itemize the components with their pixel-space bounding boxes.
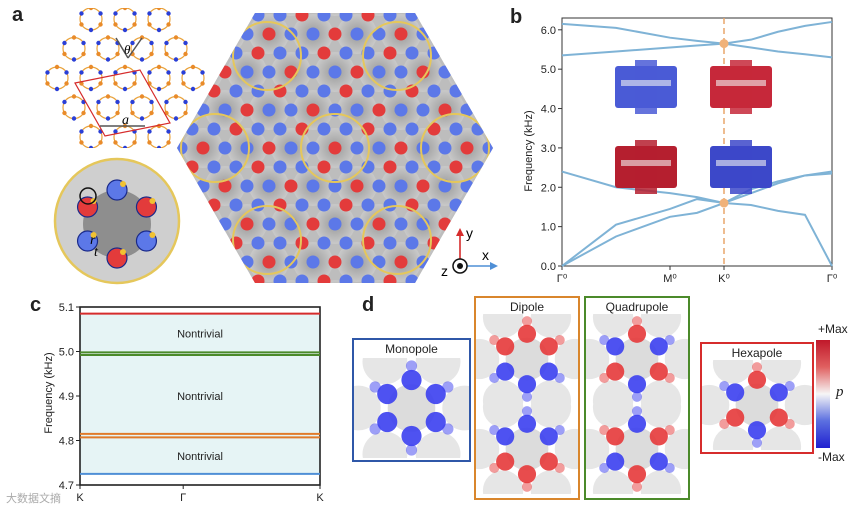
colorbar-min: -Max (818, 450, 845, 464)
quadrupole-field-bottom (586, 404, 688, 494)
b-xtick: K⁰ (718, 273, 730, 285)
b-ytick: 2.0 (541, 182, 556, 194)
panel-label-a: a (12, 4, 24, 26)
axis-z-label: z (441, 263, 448, 279)
a-label: a (122, 113, 129, 128)
panel-label-c: c (30, 294, 42, 316)
c-ytick: 4.7 (59, 480, 74, 492)
c-ylabel: Frequency (kHz) (43, 352, 55, 433)
hexapole-box: Hexapole (700, 342, 814, 454)
dirac-point (719, 198, 729, 208)
phononic-crystal-render (177, 13, 493, 283)
coordinate-axes: y x z (441, 226, 498, 279)
kagome-lattice-diagram: θ a (45, 8, 205, 148)
quadrupole-box: Quadrupole (584, 296, 690, 500)
unit-cell-outline (74, 69, 171, 137)
c-ytick: 5.0 (59, 347, 74, 359)
dipole-title: Dipole (509, 300, 545, 314)
hexapole-title: Hexapole (731, 346, 783, 360)
b-xtick: M⁰ (663, 273, 677, 285)
b-ytick: 0.0 (541, 261, 556, 273)
band-structure-chart-c: 4.7 4.8 4.9 5.0 5.1 K Γ K Nontrivial Nontrivial No… (43, 302, 324, 504)
band-line (561, 170, 833, 267)
c-ytick: 4.9 (59, 391, 74, 403)
b-ytick: 4.0 (541, 104, 556, 116)
b-ytick: 3.0 (541, 143, 556, 155)
panel-label-d: d (362, 294, 375, 316)
panel-label-b: b (510, 6, 523, 28)
b-ytick: 1.0 (541, 222, 556, 234)
hexapole-field (702, 360, 812, 450)
nontrivial-label: Nontrivial (177, 329, 223, 341)
nontrivial-label: Nontrivial (177, 451, 223, 463)
axis-x-label: x (482, 247, 489, 263)
band-line (561, 20, 833, 45)
c-xtick: Γ (180, 492, 186, 504)
t-label: t (94, 245, 99, 260)
zoom-circle: r t (53, 157, 181, 285)
colorbar-symbol: p (836, 384, 844, 400)
c-xtick: K (316, 492, 324, 504)
band-structure-chart-b: 0.0 1.0 2.0 3.0 4.0 5.0 6.0 Γ⁰ M⁰ K⁰ Γ⁰ Frequency … (523, 17, 838, 285)
colorbar-max: +Max (818, 322, 848, 336)
c-xtick: K (76, 492, 84, 504)
b-xtick: Γ⁰ (557, 273, 568, 285)
nontrivial-label: Nontrivial (177, 391, 223, 403)
quadrupole-title: Quadrupole (605, 300, 669, 314)
r-label: r (90, 233, 96, 248)
dipole-field-bottom (476, 404, 578, 494)
dipole-box: Dipole (474, 296, 580, 500)
c-ytick: 4.8 (59, 436, 74, 448)
dirac-point (719, 39, 729, 49)
b-xtick: Γ⁰ (827, 273, 838, 285)
b-ylabel: Frequency (kHz) (523, 110, 535, 191)
monopole-field (354, 358, 469, 458)
watermark: 大数据文摘 (6, 493, 61, 505)
band-line (561, 42, 833, 59)
monopole-box: Monopole (352, 338, 471, 462)
b-ytick: 5.0 (541, 64, 556, 76)
quadrupole-field-top (586, 314, 688, 404)
dipole-field-top (476, 314, 578, 404)
monopole-title: Monopole (385, 342, 438, 356)
colorbar (816, 340, 830, 448)
axis-y-label: y (466, 226, 473, 241)
c-ytick: 5.1 (59, 302, 74, 314)
panel-d: Monopole Dipole Quadrupole Hexapole +Max… (352, 296, 862, 505)
panel-a: θ a r t y x z (30, 8, 510, 288)
theta-label: θ (124, 42, 131, 57)
b-ytick: 6.0 (541, 25, 556, 37)
